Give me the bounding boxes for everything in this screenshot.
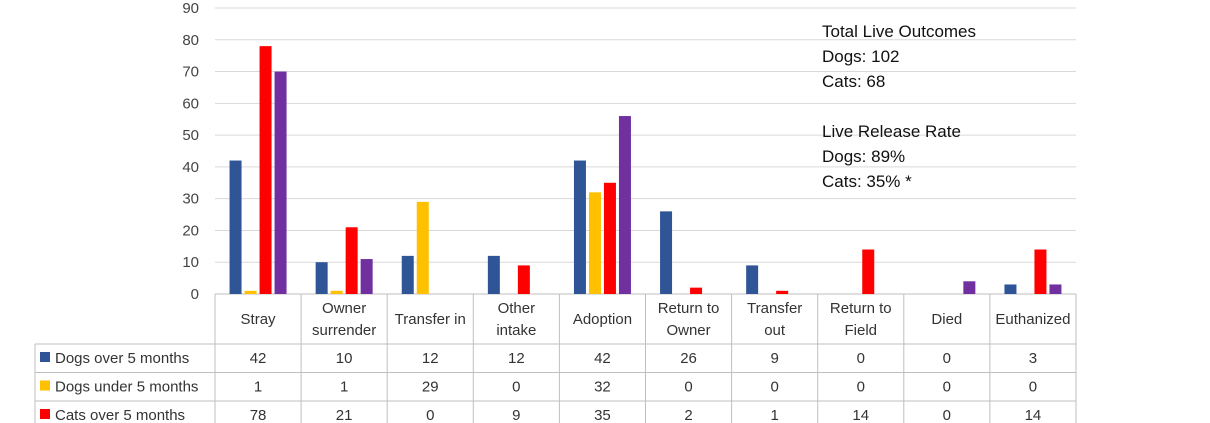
category-label: Euthanized xyxy=(995,311,1070,328)
y-axis: 0 10 20 30 40 50 60 70 80 90 xyxy=(182,0,199,303)
table-cell: 1 xyxy=(770,407,778,423)
y-tick-label: 10 xyxy=(182,254,199,271)
bar xyxy=(345,227,358,294)
bars xyxy=(229,46,1062,295)
table-cell: 29 xyxy=(422,379,439,396)
annotation-line: Cats: 68 xyxy=(822,72,885,91)
bar xyxy=(690,287,703,294)
table-cell: 14 xyxy=(1025,407,1042,423)
table-cell: 1 xyxy=(254,379,262,396)
y-tick-label: 80 xyxy=(182,32,199,49)
bar xyxy=(517,265,530,294)
table-cell: 0 xyxy=(857,379,865,396)
table-cell: 0 xyxy=(943,350,951,367)
bar xyxy=(401,255,414,294)
category-label: Owner xyxy=(322,300,366,317)
table-cell: 26 xyxy=(680,350,697,367)
category-label: surrender xyxy=(312,322,376,339)
category-label: Stray xyxy=(241,311,277,328)
table-cell: 0 xyxy=(943,379,951,396)
series-label: Dogs under 5 months xyxy=(55,379,198,396)
bar xyxy=(862,249,875,294)
table-cell: 2 xyxy=(684,407,692,423)
table-cell: 0 xyxy=(426,407,434,423)
y-tick-label: 70 xyxy=(182,64,199,81)
bar xyxy=(618,116,631,295)
category-label: Transfer xyxy=(747,300,802,317)
bar xyxy=(330,290,343,294)
category-label: Field xyxy=(844,322,877,339)
bar xyxy=(660,211,673,294)
table-cell: 0 xyxy=(857,350,865,367)
y-tick-label: 0 xyxy=(191,286,199,303)
annotation-line: Dogs: 102 xyxy=(822,47,900,66)
bar xyxy=(588,192,601,294)
gridlines xyxy=(215,7,1076,295)
table-cell: 0 xyxy=(943,407,951,423)
table-cell: 42 xyxy=(594,350,611,367)
table-cell: 0 xyxy=(770,379,778,396)
bar xyxy=(244,290,257,294)
table-cell: 12 xyxy=(422,350,439,367)
y-tick-label: 40 xyxy=(182,159,199,176)
category-label: Adoption xyxy=(573,311,632,328)
table-cell: 42 xyxy=(250,350,267,367)
table-cell: 1 xyxy=(340,379,348,396)
series-label: Cats over 5 months xyxy=(55,407,185,423)
bar xyxy=(259,46,272,295)
legend-swatch xyxy=(40,409,50,419)
bar xyxy=(360,259,373,294)
bar xyxy=(573,160,586,294)
table-cell: 0 xyxy=(684,379,692,396)
y-tick-label: 30 xyxy=(182,191,199,208)
category-label: Died xyxy=(931,311,962,328)
category-label: Transfer in xyxy=(395,311,466,328)
legend-swatch xyxy=(40,352,50,362)
table-cell: 35 xyxy=(594,407,611,423)
annotation-line: Cats: 35% * xyxy=(822,172,912,191)
bar xyxy=(746,265,759,294)
legend-swatch xyxy=(40,380,50,391)
table-cell: 3 xyxy=(1029,350,1037,367)
annotation-box: Total Live Outcomes Dogs: 102 Cats: 68 Live… xyxy=(822,22,976,191)
bar xyxy=(229,160,242,294)
bar xyxy=(416,201,429,294)
annotation-line: Live Release Rate xyxy=(822,122,961,141)
bar xyxy=(776,290,789,294)
y-tick-label: 20 xyxy=(182,222,199,239)
y-tick-label: 50 xyxy=(182,127,199,144)
bar xyxy=(1049,284,1062,294)
bar xyxy=(1034,249,1047,294)
bar xyxy=(315,262,328,294)
table-cell: 78 xyxy=(250,407,267,423)
annotation-line: Dogs: 89% xyxy=(822,147,905,166)
table-cell: 9 xyxy=(770,350,778,367)
series-label: Dogs over 5 months xyxy=(55,350,189,367)
category-label: intake xyxy=(496,322,536,339)
table-cell: 0 xyxy=(512,379,520,396)
bar xyxy=(487,255,500,294)
table-cell: 10 xyxy=(336,350,353,367)
y-tick-label: 90 xyxy=(182,0,199,17)
bar xyxy=(963,281,976,294)
table-cell: 14 xyxy=(852,407,869,423)
category-label: Return to xyxy=(830,300,892,317)
data-table: Stray Owner surrender Transfer in Other intak… xyxy=(34,294,1077,423)
category-label: out xyxy=(764,322,786,339)
table-cell: 21 xyxy=(336,407,353,423)
annotation-line: Total Live Outcomes xyxy=(822,22,976,41)
bar xyxy=(1004,284,1017,294)
category-label: Return to xyxy=(658,300,720,317)
category-label: Other xyxy=(498,300,536,317)
bar xyxy=(603,182,616,294)
y-tick-label: 60 xyxy=(182,95,199,112)
bar xyxy=(274,71,287,294)
table-cell: 32 xyxy=(594,379,611,396)
table-cell: 0 xyxy=(1029,379,1037,396)
table-cell: 9 xyxy=(512,407,520,423)
table-cell: 12 xyxy=(508,350,525,367)
category-label: Owner xyxy=(666,322,710,339)
